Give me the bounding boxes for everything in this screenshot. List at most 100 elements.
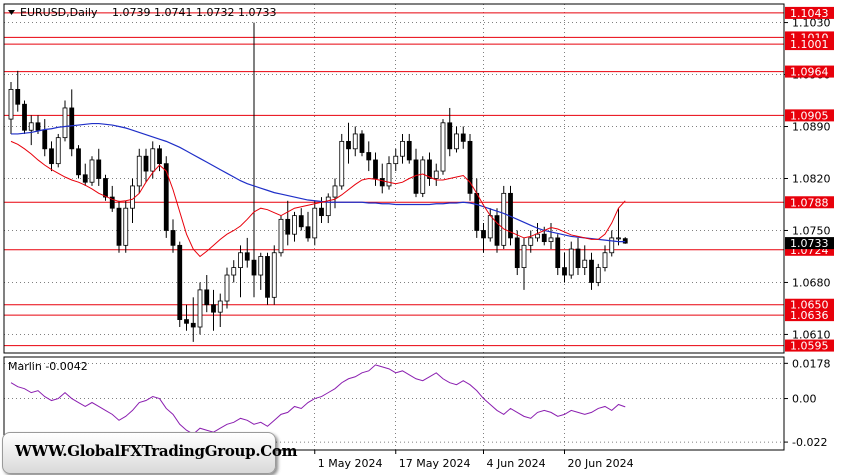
candle-body-75	[514, 237, 520, 269]
candle-body-69	[474, 192, 480, 231]
candle-81	[555, 234, 561, 276]
level-badges: 1.10431.10101.10011.09641.09051.07881.07…	[785, 6, 834, 353]
candle-83	[568, 241, 574, 279]
candle-body-53	[366, 152, 372, 161]
candle-body-37	[258, 256, 264, 276]
level-badge-text-1.1043: 1.1043	[790, 7, 829, 20]
candle-body-80	[548, 237, 554, 243]
candle-52	[359, 130, 365, 157]
candle-29	[204, 275, 210, 313]
candle-16	[116, 200, 122, 253]
candle-24	[170, 219, 176, 253]
level-badge-1.0650	[785, 298, 834, 311]
candle-body-70	[481, 230, 486, 239]
current-price-text: 1.0733	[790, 237, 829, 250]
candle-73	[501, 185, 507, 250]
current-price-badge	[785, 237, 834, 250]
candle-body-14	[103, 178, 108, 198]
candles	[8, 22, 628, 342]
candle-51	[352, 126, 358, 157]
candle-body-25	[177, 244, 183, 320]
candle-body-56	[386, 163, 392, 187]
candle-body-0	[8, 88, 14, 120]
candle-7	[55, 133, 61, 168]
candle-48	[332, 178, 338, 209]
candle-27	[190, 297, 196, 342]
price-tick-label-0: 1.1030	[792, 17, 831, 30]
candle-body-91	[622, 238, 628, 244]
candle-body-87	[595, 267, 601, 283]
candle-body-34	[238, 252, 243, 269]
candle-75	[514, 230, 520, 276]
candle-49	[339, 133, 345, 190]
candle-6	[49, 141, 54, 172]
candle-body-33	[231, 267, 237, 276]
level-badge-1.0636	[785, 309, 834, 322]
candle-body-81	[555, 237, 561, 269]
candle-61	[420, 156, 426, 198]
level-badge-1.0905	[785, 109, 834, 122]
oscillator-axis: 0.0178 0.00 -0.022	[784, 357, 831, 449]
candle-9	[69, 89, 75, 157]
candle-43	[298, 208, 304, 231]
candle-body-63	[433, 170, 439, 179]
candle-body-11	[82, 174, 88, 183]
candle-26	[184, 304, 189, 331]
candle-body-46	[319, 207, 324, 217]
candle-0	[8, 81, 14, 134]
candle-40	[278, 215, 284, 257]
candle-body-15	[109, 196, 115, 209]
candle-body-27	[190, 322, 196, 328]
candle-body-7	[55, 137, 61, 165]
candle-2	[22, 100, 27, 134]
candle-33	[231, 260, 237, 283]
price-grid	[4, 4, 784, 353]
candle-body-8	[62, 107, 68, 139]
price-tick-label-2: 1.0890	[792, 121, 831, 134]
time-label-0: 1 May 2024	[318, 457, 383, 470]
candle-56	[386, 156, 392, 190]
ma-slow-line	[11, 122, 626, 243]
candle-60	[413, 148, 419, 198]
candle-body-65	[447, 122, 453, 150]
level-badge-text-1.0788: 1.0788	[790, 196, 829, 209]
dropdown-triangle-icon[interactable]	[8, 10, 15, 15]
candle-35	[244, 237, 250, 268]
candle-53	[366, 141, 372, 172]
candle-body-67	[460, 133, 466, 142]
candle-77	[528, 230, 534, 253]
candle-8	[62, 100, 68, 142]
marlin-oscillator-line	[10, 364, 626, 435]
candle-body-55	[379, 178, 385, 187]
candle-body-48	[332, 185, 338, 198]
level-badge-1.1043	[785, 6, 834, 19]
candle-76	[521, 237, 527, 290]
ma-fast-line	[10, 140, 626, 258]
watermark-text: WWW.GlobalFXTradingGroup.Com	[15, 442, 298, 460]
candle-body-51	[352, 133, 358, 150]
candle-body-38	[265, 256, 270, 298]
candle-37	[258, 252, 264, 290]
candle-44	[305, 211, 311, 242]
candle-39	[271, 245, 277, 305]
candle-body-82	[562, 267, 567, 276]
candle-body-6	[49, 148, 54, 165]
candle-body-62	[427, 159, 432, 179]
candle-body-72	[494, 215, 500, 246]
candle-58	[400, 133, 405, 164]
candle-body-52	[359, 133, 365, 153]
candle-65	[447, 107, 453, 157]
candle-20	[143, 148, 149, 183]
candle-66	[454, 126, 459, 153]
candle-body-29	[204, 289, 210, 306]
candle-54	[373, 152, 378, 186]
candle-36	[251, 22, 257, 298]
candle-body-24	[170, 230, 176, 246]
candle-47	[325, 193, 331, 224]
candle-63	[433, 163, 439, 186]
candle-body-31	[217, 300, 223, 313]
time-label-3: 20 Jun 2024	[568, 457, 634, 470]
candle-89	[609, 230, 615, 257]
candle-body-28	[197, 289, 203, 328]
candle-body-22	[157, 148, 162, 165]
